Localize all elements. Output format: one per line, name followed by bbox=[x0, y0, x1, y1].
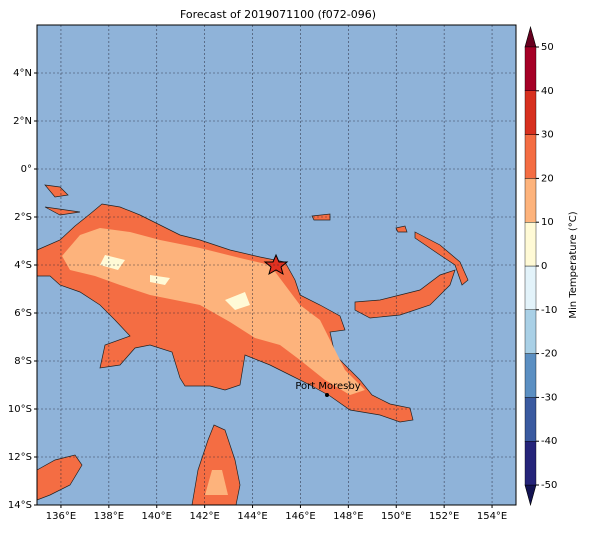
colorbar-segment bbox=[524, 90, 537, 135]
colorbar-segment bbox=[524, 397, 537, 442]
city-label: Port Moresby bbox=[295, 381, 360, 392]
x-tick-label: 142°E bbox=[189, 511, 219, 522]
x-tick-label: 150°E bbox=[381, 511, 411, 522]
x-tick-label: 144°E bbox=[237, 511, 267, 522]
colorbar-segment bbox=[524, 134, 537, 179]
colorbar-tick-label: -30 bbox=[541, 392, 557, 403]
colorbar-extension bbox=[524, 25, 537, 48]
colorbar-extension bbox=[524, 484, 537, 507]
colorbar-segment bbox=[524, 46, 537, 91]
colorbar-tick-label: -40 bbox=[541, 436, 557, 447]
x-tick-label: 152°E bbox=[429, 511, 459, 522]
y-tick-label: 4°S bbox=[14, 260, 32, 271]
y-tick-label: 2°N bbox=[13, 116, 32, 127]
star-marker bbox=[263, 253, 289, 276]
y-tick-label: 0° bbox=[21, 164, 32, 175]
chart-title: Forecast of 2019071100 (f072-096) bbox=[180, 8, 376, 21]
colorbar-tick-label: 0 bbox=[541, 261, 547, 272]
new-britain bbox=[354, 269, 456, 319]
colorbar-segment bbox=[524, 441, 537, 486]
colorbar-segment bbox=[524, 221, 537, 267]
y-tick-label: 4°N bbox=[13, 68, 32, 79]
colorbar-tick-label: -10 bbox=[541, 305, 557, 316]
x-tick-label: 136°E bbox=[46, 511, 76, 522]
colorbar-tick-label: 10 bbox=[541, 217, 554, 228]
arnhem-land bbox=[36, 454, 83, 501]
y-tick-label: 12°S bbox=[8, 452, 32, 463]
colorbar-tick-label: -20 bbox=[541, 349, 557, 360]
y-tick-label: 8°S bbox=[14, 356, 32, 367]
colorbar-tick-label: 50 bbox=[541, 42, 554, 53]
colorbar-segment bbox=[524, 309, 537, 354]
warm-zone bbox=[205, 470, 228, 495]
warm-zone bbox=[62, 228, 365, 395]
x-tick-label: 146°E bbox=[285, 511, 315, 522]
y-tick-label: 14°S bbox=[8, 500, 32, 511]
city-marker bbox=[325, 393, 329, 397]
colorbar-label: Min Temperature (°C) bbox=[568, 211, 579, 318]
x-tick-label: 148°E bbox=[333, 511, 363, 522]
colorbar-tick-label: 30 bbox=[541, 130, 554, 141]
y-tick-label: 10°S bbox=[8, 404, 32, 415]
x-tick-label: 140°E bbox=[142, 511, 172, 522]
x-tick-label: 154°E bbox=[477, 511, 507, 522]
colorbar-tick-label: -50 bbox=[541, 480, 557, 491]
y-tick-label: 2°S bbox=[14, 212, 32, 223]
colorbar-segment bbox=[524, 265, 537, 310]
colorbar-tick-label: 20 bbox=[541, 173, 554, 184]
colorbar-segment bbox=[524, 353, 537, 398]
new-ireland bbox=[414, 231, 469, 286]
colorbar-segment bbox=[524, 178, 537, 223]
cool-zone bbox=[100, 255, 250, 310]
y-tick-label: 6°S bbox=[14, 308, 32, 319]
x-tick-label: 138°E bbox=[94, 511, 124, 522]
cape-york bbox=[191, 424, 241, 506]
colorbar-tick-label: 40 bbox=[541, 86, 554, 97]
island bbox=[44, 184, 408, 233]
